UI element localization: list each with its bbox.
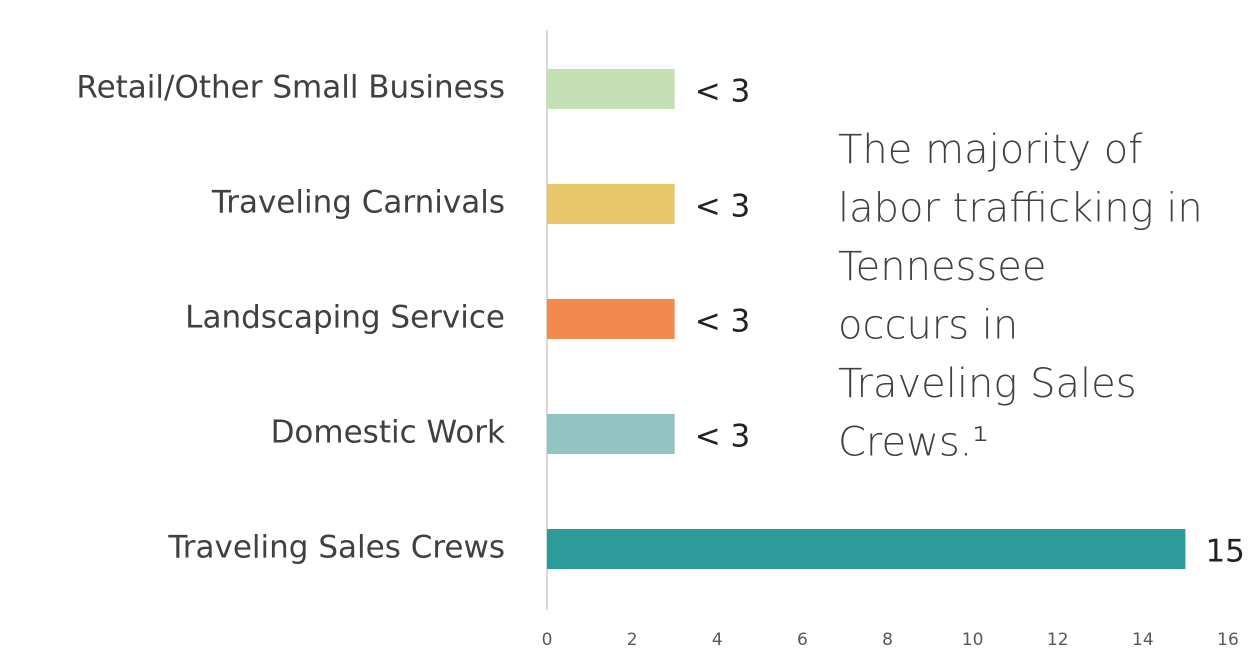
x-tick-label: 14 bbox=[1132, 630, 1154, 650]
bar bbox=[547, 414, 675, 454]
value-label: 15 bbox=[1205, 534, 1244, 570]
bar bbox=[547, 529, 1186, 569]
x-tick-label: 10 bbox=[962, 630, 984, 650]
x-tick-label: 2 bbox=[627, 630, 638, 650]
x-tick-label: 16 bbox=[1217, 630, 1239, 650]
annotation: Traveling Sales bbox=[838, 361, 1137, 407]
value-label: < 3 bbox=[695, 74, 751, 110]
category-label: Domestic Work bbox=[271, 415, 505, 451]
category-label: Traveling Sales Crews bbox=[167, 530, 505, 566]
x-tick-label: 8 bbox=[882, 630, 893, 650]
category-label: Traveling Carnivals bbox=[211, 185, 505, 221]
x-tick-label: 0 bbox=[542, 630, 553, 650]
x-tick-label: 6 bbox=[797, 630, 808, 650]
value-label: < 3 bbox=[695, 304, 751, 340]
category-label: Retail/Other Small Business bbox=[76, 70, 505, 106]
value-label: < 3 bbox=[695, 189, 751, 225]
bar bbox=[547, 299, 675, 339]
x-tick-label: 4 bbox=[712, 630, 723, 650]
bar bbox=[547, 69, 675, 109]
value-label: < 3 bbox=[695, 419, 751, 455]
bar bbox=[547, 184, 675, 224]
annotation: Tennessee bbox=[838, 244, 1046, 290]
annotation: The majority of bbox=[838, 127, 1142, 173]
x-tick-label: 12 bbox=[1047, 630, 1069, 650]
annotation: labor trafficking in bbox=[838, 186, 1203, 232]
annotation: Crews.¹ bbox=[838, 420, 988, 466]
annotation: occurs in bbox=[838, 303, 1018, 349]
category-label: Landscaping Service bbox=[185, 300, 505, 336]
